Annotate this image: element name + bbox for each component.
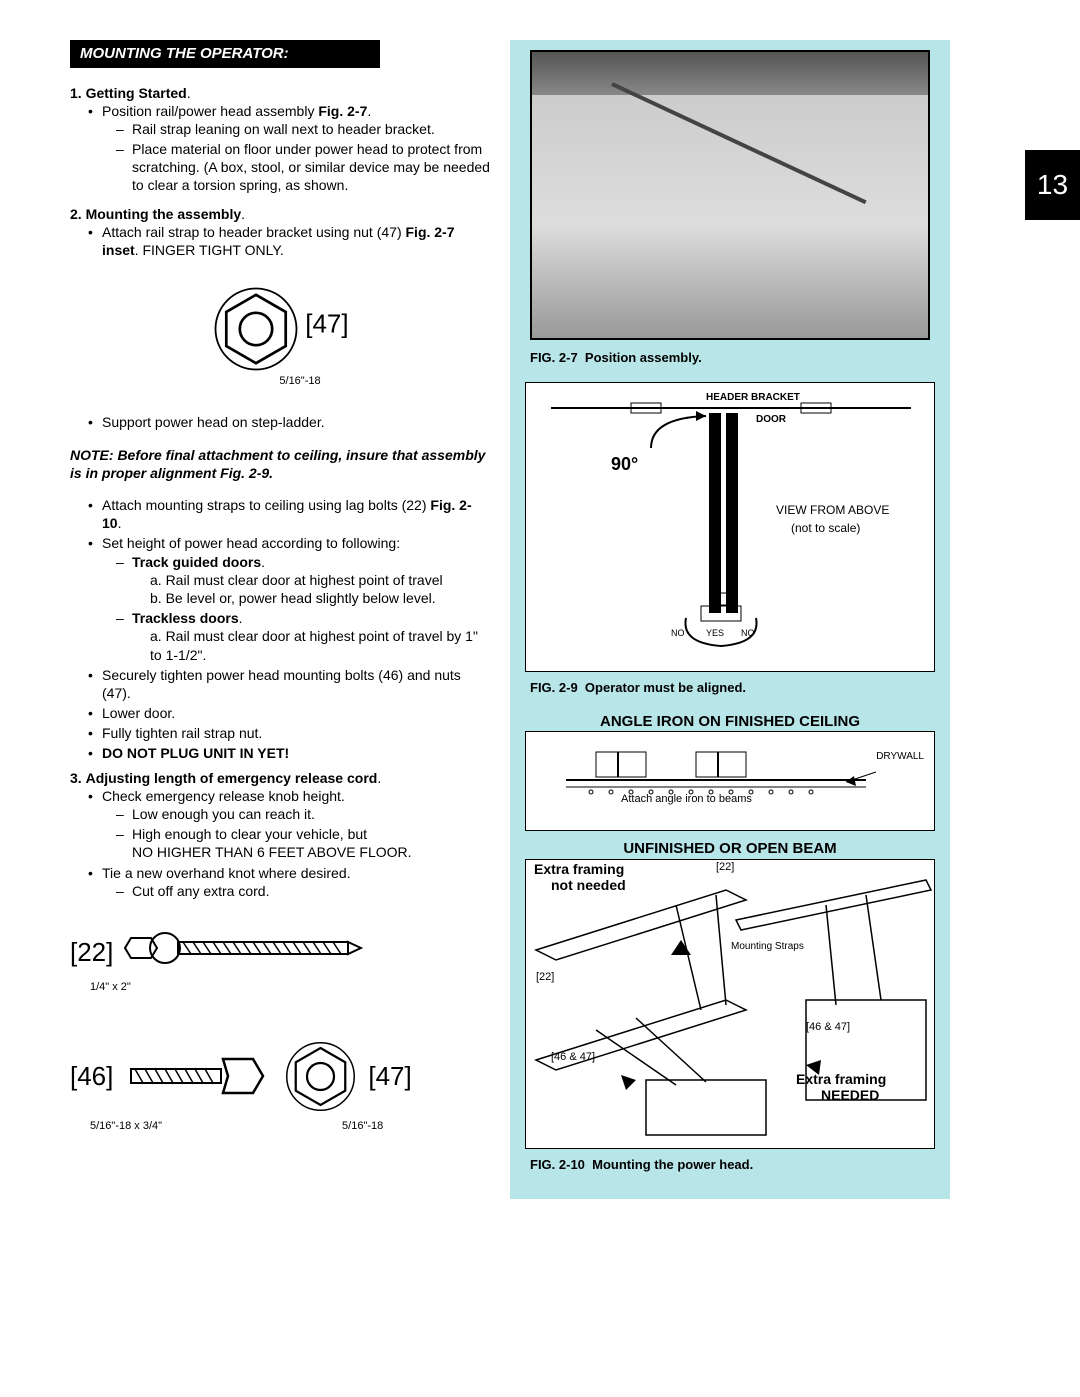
support-text: Support power head on step-ladder. <box>88 413 490 431</box>
hw-47-label: [47] <box>368 1060 411 1094</box>
hw-46-47-row: [46] [47] <box>70 1039 490 1114</box>
fig-2-10-caption: FIG. 2-10 Mounting the power head. <box>530 1157 940 1174</box>
mount-b3: Securely tighten power head mounting bol… <box>88 666 490 702</box>
step3-b1: Check emergency release knob height. Low… <box>88 787 490 862</box>
fig-2-10-top: DRYWALL Attach angle iron to beams <box>525 731 935 831</box>
fig-2-7-photo <box>530 50 930 340</box>
step1-dash1: Rail strap leaning on wall next to heade… <box>116 120 490 138</box>
angle-iron-title: ANGLE IRON ON FINISHED CEILING <box>520 712 940 732</box>
step-1-title: Getting Started <box>86 85 187 101</box>
fig-2-9-caption: FIG. 2-9 Operator must be aligned. <box>530 680 940 697</box>
lag-bolt-icon <box>123 930 363 975</box>
step1-dash2: Place material on floor under power head… <box>116 140 490 195</box>
step-2: 2. Mounting the assembly. Attach rail st… <box>70 205 490 260</box>
no-1: NO <box>671 628 685 640</box>
nut-47-icon <box>283 1039 358 1114</box>
yes: YES <box>706 628 724 640</box>
mount-b5: Fully tighten rail strap nut. <box>88 724 490 742</box>
left-column: MOUNTING THE OPERATOR: 1. Getting Starte… <box>70 40 490 1199</box>
door-label: DOOR <box>756 413 786 426</box>
hw-46-label: [46] <box>70 1060 113 1094</box>
track-guided: Track guided doors. a. Rail must clear d… <box>116 553 490 608</box>
extra-framing-2b: NEEDED <box>821 1086 879 1104</box>
mounting-straps-label: Mounting Straps <box>731 940 804 953</box>
view-from-above: VIEW FROM ABOVE <box>776 503 889 519</box>
ref-22-a-label: [22] <box>716 860 734 874</box>
step3-b2: Tie a new overhand knot where desired. C… <box>88 864 490 900</box>
hw-22-size: 1/4" x 2" <box>90 980 490 994</box>
fig-2-10-bottom: Extra framing not needed [22] [22] Mount… <box>525 859 935 1149</box>
angle-90: 90° <box>611 453 638 476</box>
mount-b1: Attach mounting straps to ceiling using … <box>88 496 490 532</box>
step-3: 3. Adjusting length of emergency release… <box>70 769 490 900</box>
fig-2-7-caption: FIG. 2-7 Position assembly. <box>530 350 940 367</box>
step-2-num: 2. <box>70 206 82 222</box>
step2-bullet: Attach rail strap to header bracket usin… <box>88 223 490 259</box>
hw-22-label: [22] <box>70 936 113 970</box>
nut-47-size: 5/16"-18 <box>110 374 490 388</box>
ref-4647-a-label: [46 & 47] <box>806 1020 850 1034</box>
step-1-num: 1. <box>70 85 82 101</box>
step-2-title: Mounting the assembly <box>86 206 242 222</box>
ref-4647-b-label: [46 & 47] <box>551 1050 595 1064</box>
track-a: a. Rail must clear door at highest point… <box>150 571 490 589</box>
extra-framing-1b: not needed <box>551 876 626 894</box>
step1-bullet: Position rail/power head assembly Fig. 2… <box>88 102 490 195</box>
unfinished-beam-title: UNFINISHED OR OPEN BEAM <box>520 839 940 859</box>
track-b: b. Be level or, power head slightly belo… <box>150 589 490 607</box>
nut-47-label: [47] <box>305 309 348 339</box>
right-column: FIG. 2-7 Position assembly. HEADER BRACK… <box>510 40 950 1199</box>
hw-22-row: [22] <box>70 930 490 975</box>
no-2: NO <box>741 628 755 640</box>
step3-d2: High enough to clear your vehicle, butNO… <box>116 825 490 861</box>
mount-b4: Lower door. <box>88 704 490 722</box>
trackless: Trackless doors. a. Rail must clear door… <box>116 609 490 664</box>
section-header: MOUNTING THE OPERATOR: <box>70 40 380 68</box>
hw-46-size: 5/16"-18 x 3/4" <box>90 1119 162 1133</box>
page-number: 13 <box>1025 150 1080 220</box>
mount-b2: Set height of power head according to fo… <box>88 534 490 663</box>
ref-22-b-label: [22] <box>536 970 554 984</box>
trackless-a: a. Rail must clear door at highest point… <box>150 627 490 663</box>
nut-47-diagram: [47] 5/16"-18 <box>70 284 490 388</box>
step-3-num: 3. <box>70 770 82 786</box>
header-bracket-label: HEADER BRACKET <box>706 391 800 404</box>
mount-b6: DO NOT PLUG UNIT IN YET! <box>88 744 490 762</box>
bolt-46-icon <box>123 1049 273 1104</box>
fig-2-9-diagram: HEADER BRACKET DOOR 90° VIEW FROM ABOVE … <box>525 382 935 672</box>
note-text: NOTE: Before final attachment to ceiling… <box>70 446 490 482</box>
step-3-title: Adjusting length of emergency release co… <box>86 770 378 786</box>
drywall-label: DRYWALL <box>876 750 924 763</box>
step3-d3: Cut off any extra cord. <box>116 882 490 900</box>
attach-angle-label: Attach angle iron to beams <box>621 792 752 806</box>
hw-47-size: 5/16"-18 <box>342 1119 383 1133</box>
step-1: 1. Getting Started. Position rail/power … <box>70 84 490 195</box>
not-to-scale: (not to scale) <box>791 521 860 537</box>
step3-d1: Low enough you can reach it. <box>116 805 490 823</box>
